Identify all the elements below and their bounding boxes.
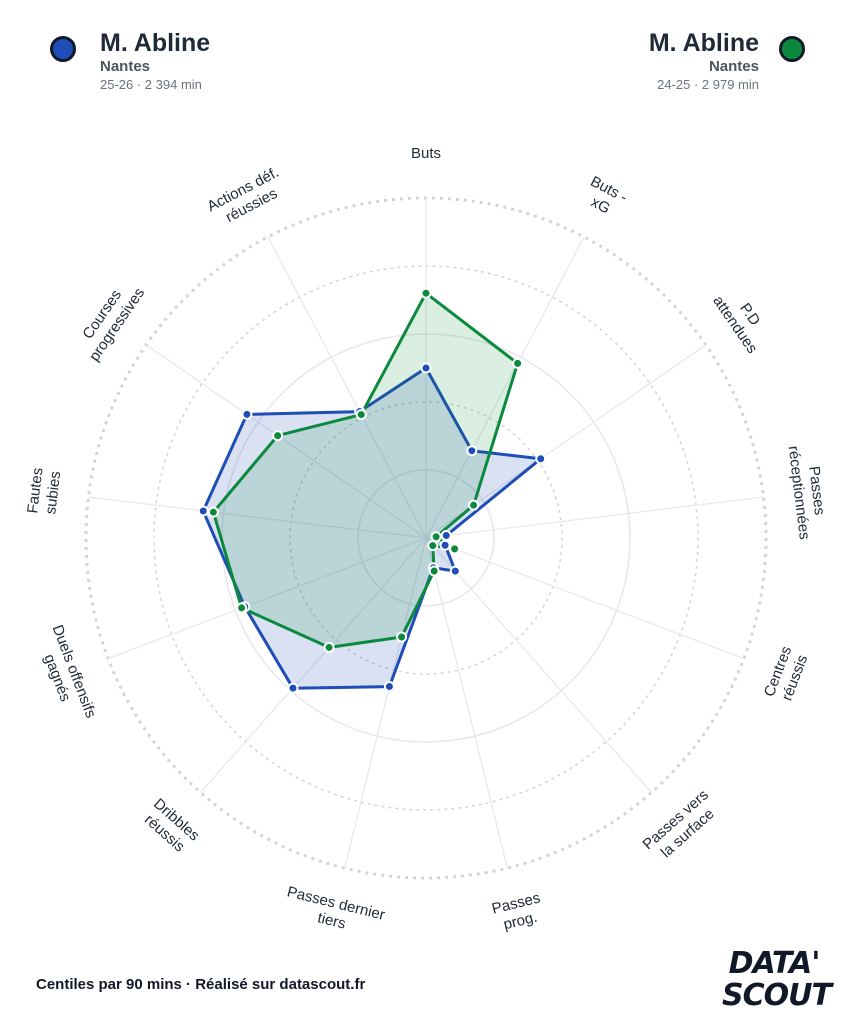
footer-caption: Centiles par 90 mins · Réalisé sur datas…	[36, 976, 366, 993]
axis-spoke-9	[200, 537, 427, 793]
series-1-point-3	[535, 453, 547, 465]
axis-label-3: P.Dattendues	[709, 283, 775, 357]
axis-label-10: Duels offensifsgagnés	[32, 623, 100, 727]
series-1-point-5	[439, 539, 451, 551]
logo-line-1: DATA'	[728, 946, 821, 981]
grid-ring-2	[289, 401, 563, 675]
axis-label-7: Passesprog.	[490, 889, 546, 935]
series-1-point-6	[449, 565, 461, 577]
player-a-meta: 25-26 · 2 394 min	[100, 77, 202, 92]
player-b-name: M. Abline	[648, 29, 759, 57]
axis-spoke-10	[107, 537, 427, 660]
series-2-point-9	[323, 641, 335, 653]
axis-spoke-2	[425, 236, 585, 539]
player-a-name: M. Abline	[100, 29, 211, 57]
axis-spoke-13	[267, 236, 427, 539]
axis-spoke-8	[344, 537, 427, 869]
series-2-point-10	[236, 602, 248, 614]
axis-label-13: Actions déf.réussies	[204, 164, 290, 231]
axis-label-6: Passes versla surface	[639, 786, 723, 866]
datascout-logo: DATA' SCOUT	[722, 946, 832, 1014]
player-a-club: Nantes	[100, 58, 151, 75]
radar-chart: Buts Buts -xG P.Dattendues Passesréceptionn…	[24, 145, 831, 941]
series-2-point-12	[272, 430, 284, 442]
series-2-point-3	[468, 499, 480, 511]
series-1-point-9	[287, 682, 299, 694]
series-2-point-13	[355, 409, 367, 421]
player-a-color-dot	[50, 36, 76, 62]
player-b-color-dot	[779, 36, 805, 62]
series-2-point-11	[207, 506, 219, 518]
series-1-point-4	[440, 530, 452, 542]
series-2-point-7	[428, 565, 440, 577]
series-2-point-5	[449, 543, 461, 555]
player-b-info: M. Abline Nantes 24-25 · 2 979 min	[649, 28, 759, 94]
player-a-info: M. Abline Nantes 25-26 · 2 394 min	[100, 28, 210, 94]
player-b-meta: 24-25 · 2 979 min	[657, 77, 759, 92]
series-1-point-12	[241, 408, 253, 420]
axis-spoke-5	[425, 537, 745, 660]
series-2-point-8	[396, 631, 408, 643]
series-1-point-1	[420, 362, 432, 374]
axis-spoke-7	[425, 537, 508, 869]
series-2-point-2	[512, 357, 524, 369]
series-2-point-6	[427, 540, 439, 552]
axis-spoke-6	[425, 537, 652, 793]
axis-label-12: Coursesprogressives	[71, 275, 148, 365]
series-1-point-11	[197, 505, 209, 517]
axis-label-1: Buts	[411, 145, 441, 162]
series-2-point-4	[430, 531, 442, 543]
axis-spoke-11	[88, 496, 427, 539]
series-1-point-2	[466, 445, 478, 457]
series-2-point-1	[420, 287, 432, 299]
axis-label-11: Fautessubies	[24, 467, 64, 517]
axis-label-9: Dribblesréussis	[138, 795, 202, 858]
axis-label-2: Buts -xG	[579, 173, 630, 222]
series-2-area	[211, 291, 520, 649]
axis-label-8: Passes derniertiers	[281, 883, 387, 941]
logo-line-2: SCOUT	[722, 978, 832, 1013]
axis-spoke-4	[425, 496, 764, 539]
axis-label-5: Centresréussis	[761, 644, 812, 706]
player-b-club: Nantes	[708, 58, 759, 75]
axis-spoke-12	[145, 344, 427, 539]
axis-label-4: Passesréceptionnées	[785, 443, 831, 541]
series-1-area	[201, 366, 543, 690]
series-1-point-8	[383, 681, 395, 693]
